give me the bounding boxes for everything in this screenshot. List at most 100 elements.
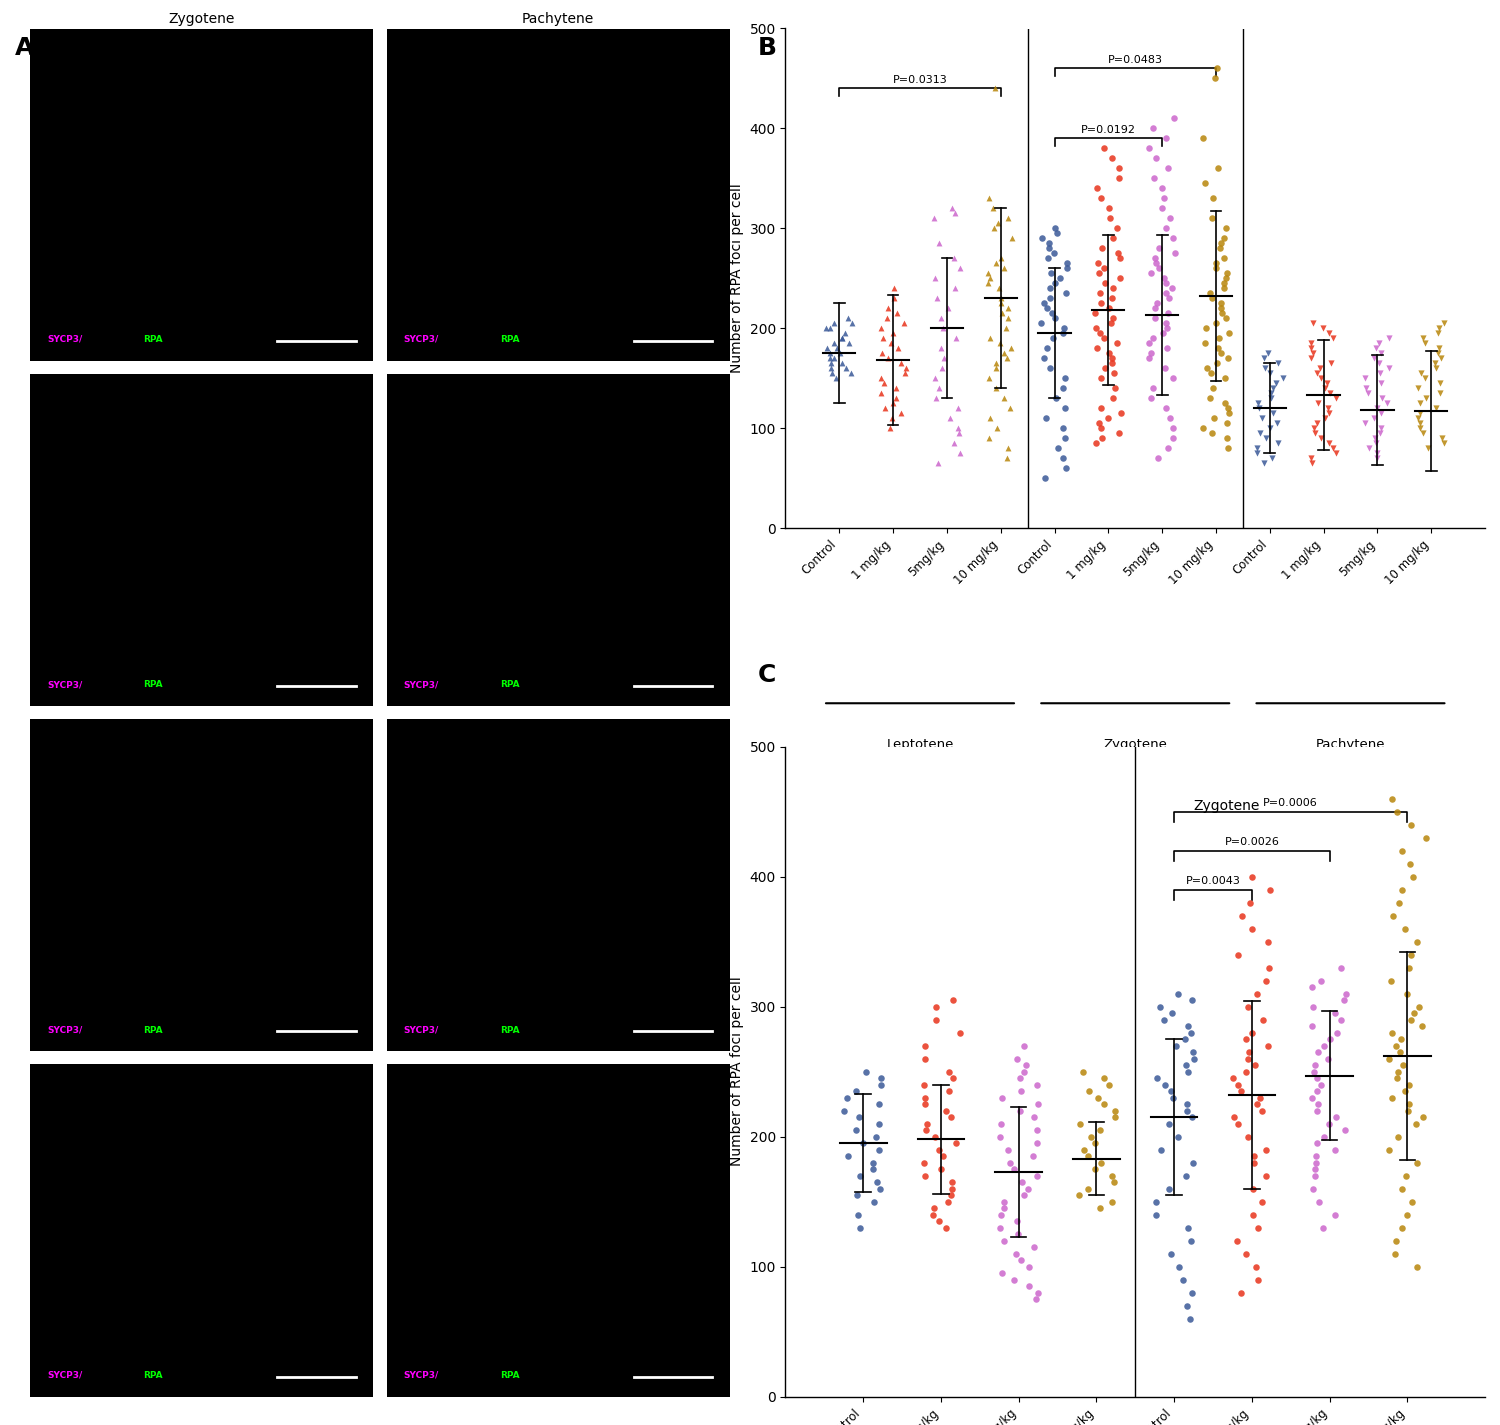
Point	[1152, 266, 1176, 289]
Point	[873, 398, 897, 420]
Point	[885, 302, 909, 325]
Point	[1092, 326, 1116, 349]
Point	[928, 1157, 952, 1180]
Point	[1042, 217, 1066, 239]
Point	[867, 1139, 891, 1161]
Point	[921, 207, 945, 229]
Point	[1230, 905, 1254, 928]
Point	[1142, 117, 1166, 140]
Point	[999, 398, 1023, 420]
Point	[1317, 1027, 1341, 1050]
Point	[1414, 826, 1438, 849]
Point	[1150, 197, 1174, 219]
Point	[1084, 432, 1108, 455]
Point	[837, 332, 861, 355]
Point	[1245, 437, 1269, 460]
Point	[1362, 428, 1386, 450]
Point	[1400, 1009, 1423, 1032]
Point	[946, 398, 970, 420]
Point	[1248, 1086, 1272, 1109]
Point	[1100, 352, 1124, 375]
Point	[868, 1073, 892, 1096]
Point	[1245, 1255, 1269, 1278]
Point	[993, 342, 1017, 365]
Point	[1174, 1164, 1198, 1187]
Point	[1216, 398, 1240, 420]
Point	[833, 322, 856, 345]
Point	[1100, 286, 1124, 309]
Point	[978, 428, 1002, 450]
Point	[1262, 402, 1286, 425]
Point	[1304, 1151, 1328, 1174]
Point	[1322, 326, 1346, 349]
Point	[1002, 1157, 1026, 1180]
Point	[1215, 217, 1239, 239]
Point	[1262, 378, 1286, 400]
Point	[1146, 292, 1170, 315]
Point	[976, 368, 1000, 390]
Point	[1382, 905, 1406, 928]
Point	[988, 247, 1012, 269]
Point	[894, 358, 918, 380]
Point	[944, 202, 968, 225]
Point	[1101, 227, 1125, 249]
Point	[1086, 177, 1110, 200]
Point	[1016, 1177, 1040, 1200]
Y-axis label: Number of RPA foci per cell: Number of RPA foci per cell	[730, 976, 744, 1167]
Point	[1395, 982, 1419, 1005]
Point	[1414, 388, 1438, 410]
Point	[847, 1106, 871, 1129]
Point	[1305, 1067, 1329, 1090]
Point	[1318, 382, 1342, 405]
Point	[914, 1086, 938, 1109]
Point	[1182, 1047, 1206, 1070]
Point	[942, 247, 966, 269]
Point	[1254, 1164, 1278, 1187]
Point	[1258, 878, 1282, 901]
Point	[1239, 918, 1263, 941]
Text: P=0.0026: P=0.0026	[1224, 836, 1280, 846]
Point	[1305, 1099, 1329, 1121]
Point	[1102, 362, 1126, 385]
Point	[1108, 247, 1132, 269]
Point	[882, 276, 906, 299]
Point	[1107, 422, 1131, 445]
Point	[1071, 1060, 1095, 1083]
Point	[1299, 1086, 1323, 1109]
Point	[1042, 272, 1066, 295]
Point	[978, 408, 1002, 430]
Point	[836, 1144, 860, 1167]
Point	[1086, 1086, 1110, 1109]
Point	[992, 1190, 1016, 1213]
Point	[922, 1197, 946, 1220]
Point	[1408, 412, 1432, 435]
Point	[990, 1086, 1014, 1109]
Point	[1017, 1255, 1041, 1278]
Point	[1158, 1112, 1182, 1134]
Point	[1317, 402, 1341, 425]
Point	[1394, 1164, 1417, 1187]
Point	[1365, 336, 1389, 359]
Point	[1408, 362, 1432, 385]
Point	[1260, 447, 1284, 470]
Point	[1431, 432, 1455, 455]
Point	[1312, 408, 1336, 430]
Point	[936, 1190, 960, 1213]
Point	[914, 1119, 938, 1141]
Point	[1174, 1294, 1198, 1317]
Point	[1054, 282, 1078, 305]
Point	[1088, 1119, 1112, 1141]
Point	[865, 1171, 889, 1194]
Point	[853, 1060, 877, 1083]
Point	[1266, 432, 1290, 455]
Point	[1389, 1040, 1413, 1063]
Point	[849, 1164, 873, 1187]
Point	[976, 262, 1000, 285]
Point	[1226, 1230, 1250, 1253]
Point	[1215, 412, 1239, 435]
Point	[1204, 57, 1228, 80]
Point	[942, 432, 966, 455]
Point	[990, 1261, 1014, 1284]
Point	[1044, 388, 1068, 410]
Point	[1406, 1151, 1429, 1174]
